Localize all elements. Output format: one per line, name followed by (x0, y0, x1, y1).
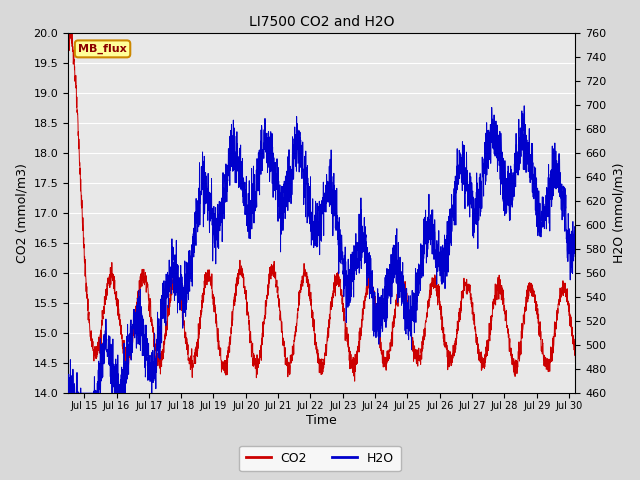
Text: MB_flux: MB_flux (78, 44, 127, 54)
Y-axis label: H2O (mmol/m3): H2O (mmol/m3) (612, 163, 625, 264)
Y-axis label: CO2 (mmol/m3): CO2 (mmol/m3) (15, 163, 28, 263)
Title: LI7500 CO2 and H2O: LI7500 CO2 and H2O (249, 15, 394, 29)
Legend: CO2, H2O: CO2, H2O (239, 446, 401, 471)
X-axis label: Time: Time (307, 414, 337, 427)
